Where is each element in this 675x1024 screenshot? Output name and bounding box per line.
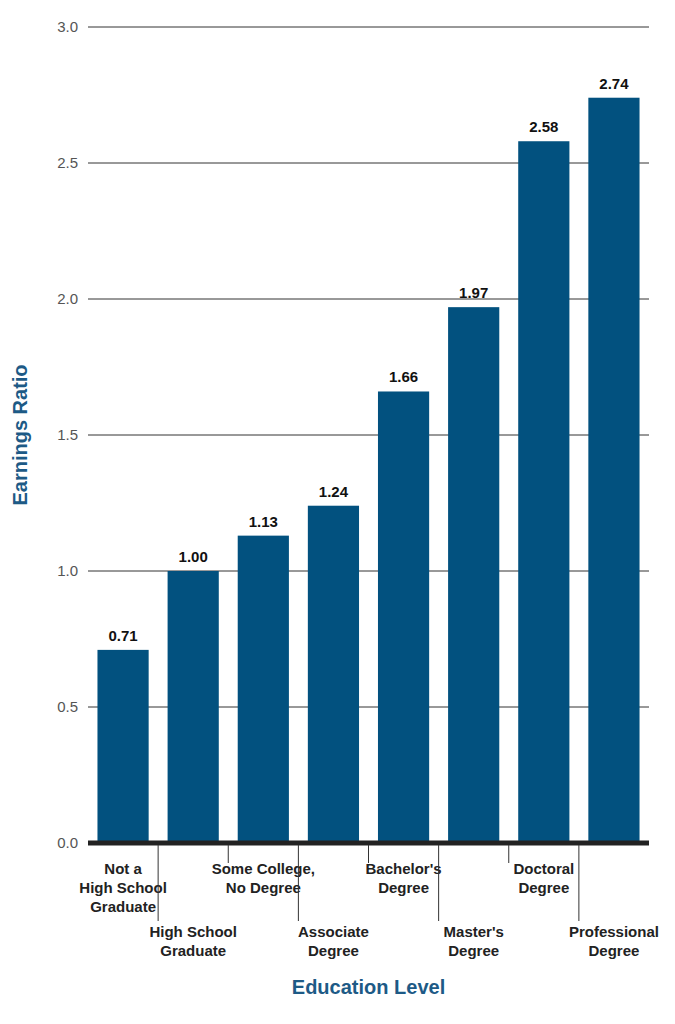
category-leader xyxy=(508,845,509,863)
x-axis-line xyxy=(88,841,649,846)
label-line: Degree xyxy=(378,879,429,896)
bar xyxy=(518,141,569,843)
bar xyxy=(588,98,639,843)
bar xyxy=(238,536,289,843)
data-label: 2.74 xyxy=(599,75,629,92)
label-line: No Degree xyxy=(226,879,301,896)
data-label: 1.66 xyxy=(389,368,418,385)
label-line: Degree xyxy=(308,942,359,959)
label-line: Doctoral xyxy=(513,860,574,877)
label-line: Not a xyxy=(104,860,142,877)
bar xyxy=(448,307,499,843)
data-label: 2.58 xyxy=(529,118,558,135)
label-line: Degree xyxy=(518,879,569,896)
y-tick-label: 1.5 xyxy=(57,426,78,443)
y-tick-label: 0.5 xyxy=(57,698,78,715)
y-tick-label: 3.0 xyxy=(57,18,78,35)
y-tick-label: 2.0 xyxy=(57,290,78,307)
grid-line xyxy=(88,843,649,844)
data-label: 1.13 xyxy=(249,513,278,530)
y-tick-label: 0.0 xyxy=(57,834,78,851)
data-label: 1.97 xyxy=(459,284,488,301)
x-axis-title: Education Level xyxy=(292,976,445,998)
bar xyxy=(378,391,429,843)
label-line: High School xyxy=(149,923,237,940)
grid-line xyxy=(88,27,649,28)
data-label: 0.71 xyxy=(108,627,137,644)
chart-container: 0.0 0.5 1.0 1.5 2.0 2.5 3.0 0.71 1.00 1.13 1.24 1.6… xyxy=(0,0,675,1024)
x-tick-label: Some College, No Degree xyxy=(212,860,315,896)
y-axis-title: Earnings Ratio xyxy=(9,364,31,505)
chart-svg: 0.0 0.5 1.0 1.5 2.0 2.5 3.0 0.71 1.00 1.13 1.24 1.6… xyxy=(0,0,675,1024)
label-line: Some College, xyxy=(212,860,315,877)
label-line: High School xyxy=(79,879,167,896)
data-label: 1.00 xyxy=(179,548,208,565)
label-line: Associate xyxy=(298,923,369,940)
x-tick-label: Not a High School Graduate xyxy=(79,860,167,915)
bar xyxy=(168,571,219,843)
bars xyxy=(97,98,639,843)
label-line: Degree xyxy=(589,942,640,959)
category-leader xyxy=(158,845,159,921)
x-tick-label: Professional Degree xyxy=(569,923,659,959)
x-tick-label: Bachelor's Degree xyxy=(366,860,442,896)
category-leader xyxy=(578,845,579,921)
label-line: Graduate xyxy=(160,942,226,959)
label-line: Graduate xyxy=(90,898,156,915)
label-line: Bachelor's xyxy=(366,860,442,877)
label-line: Professional xyxy=(569,923,659,940)
data-label: 1.24 xyxy=(319,483,349,500)
y-tick-label: 1.0 xyxy=(57,562,78,579)
bar xyxy=(97,650,148,843)
label-line: Degree xyxy=(448,942,499,959)
y-tick-label: 2.5 xyxy=(57,154,78,171)
category-leader xyxy=(438,845,439,921)
x-tick-label: High School Graduate xyxy=(149,923,237,959)
bar xyxy=(308,506,359,843)
x-tick-label: Master's Degree xyxy=(444,923,504,959)
x-tick-label: Associate Degree xyxy=(298,923,369,959)
label-line: Master's xyxy=(444,923,504,940)
x-tick-label: Doctoral Degree xyxy=(513,860,574,896)
category-leader xyxy=(298,845,299,921)
